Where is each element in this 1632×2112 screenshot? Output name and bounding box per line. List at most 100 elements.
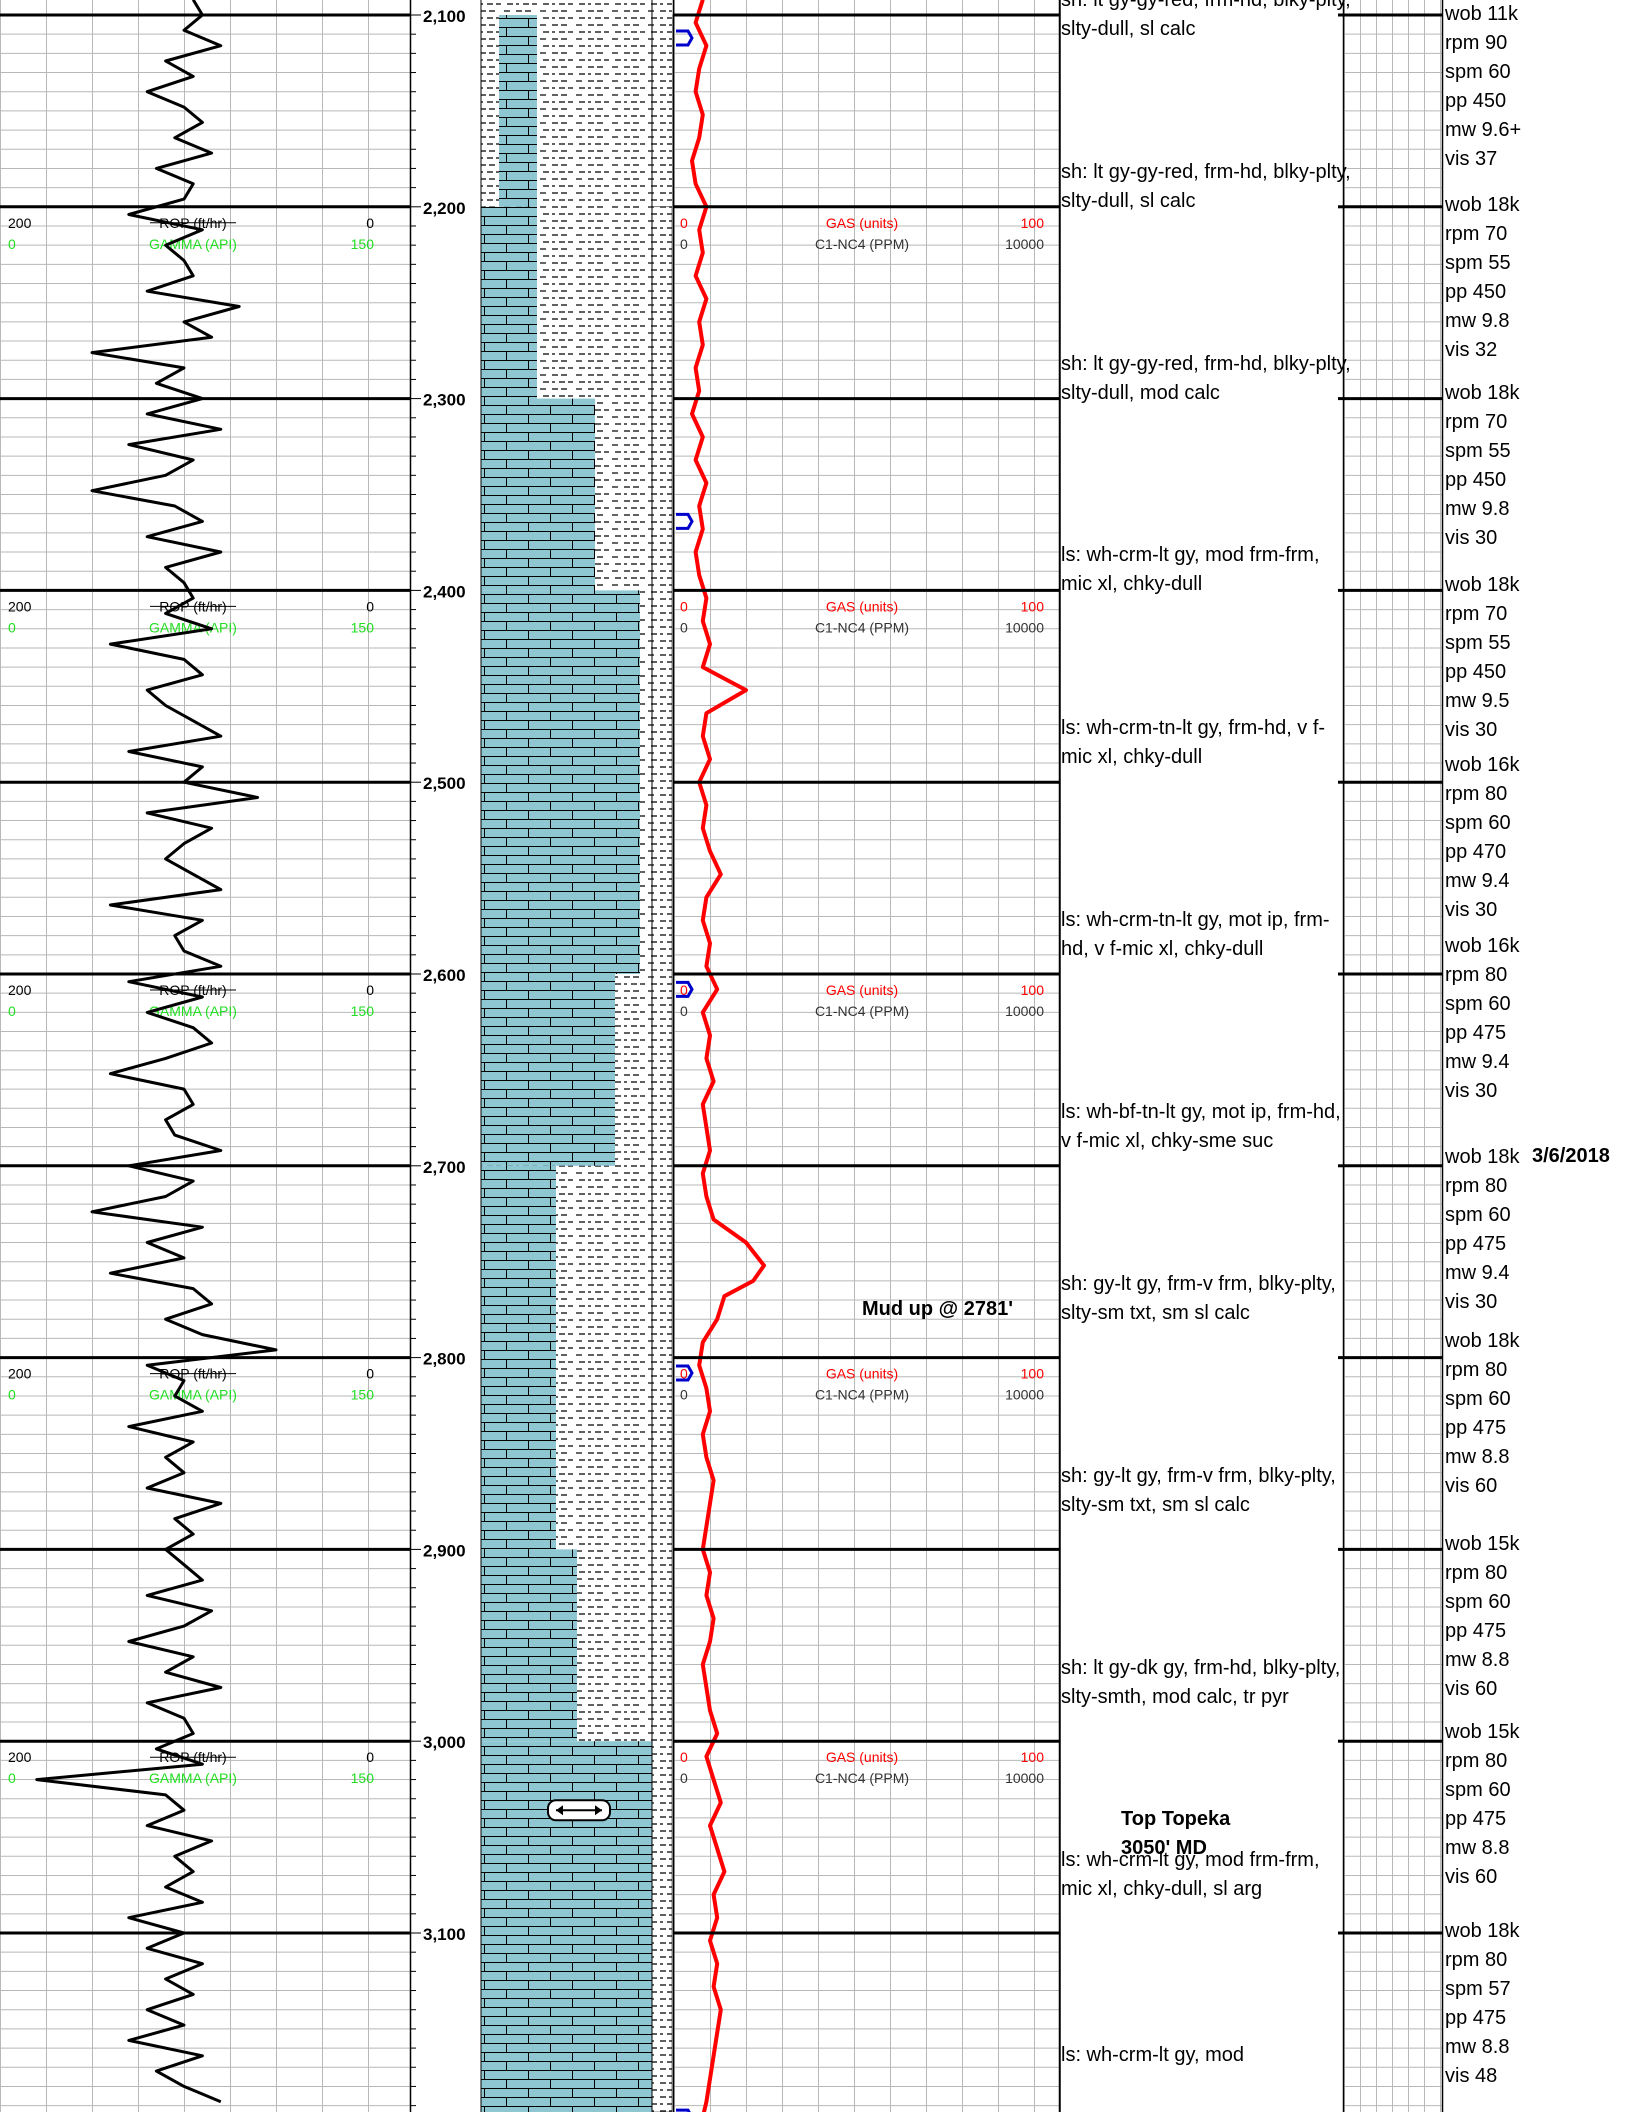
param-line: rpm 80 bbox=[1445, 1562, 1508, 1585]
gas-label: GAS (units) bbox=[826, 1366, 898, 1382]
depth-label: 2,300 bbox=[423, 391, 466, 410]
gas-scale-left: 0 bbox=[680, 215, 688, 231]
param-line: spm 60 bbox=[1445, 1779, 1511, 1802]
lithology-limestone bbox=[481, 1165, 556, 1550]
gas-scale-left: 0 bbox=[680, 1749, 688, 1765]
gas-scale-left: 0 bbox=[680, 598, 688, 614]
c1-scale-right: 10000 bbox=[1005, 1387, 1044, 1403]
param-line: pp 475 bbox=[1445, 2007, 1507, 2030]
c1-blip bbox=[676, 29, 694, 47]
gamma-scale-left: 0 bbox=[8, 1770, 16, 1786]
param-line: spm 55 bbox=[1445, 440, 1511, 463]
lithology-limestone bbox=[481, 974, 615, 1166]
rop-scale-right: 0 bbox=[366, 598, 374, 614]
drilling-params: wob 15k rpm 80 spm 60 pp 475 mw 8.8 vis 60 bbox=[1445, 1718, 1520, 1892]
param-line: mw 9.5 bbox=[1445, 690, 1510, 713]
drilling-params: wob 18k rpm 80 spm 57 pp 475 mw 8.8 vis 48 bbox=[1445, 1917, 1520, 2091]
c1-blip bbox=[676, 512, 694, 530]
lithology-limestone bbox=[481, 590, 640, 974]
param-line: wob 15k bbox=[1445, 1533, 1520, 1556]
param-line: wob 11k bbox=[1445, 2, 1519, 25]
param-line: pp 475 bbox=[1445, 1620, 1507, 1643]
description-text: ls: wh-bf-tn-lt gy, mot ip, frm-hd, v f-… bbox=[1061, 1100, 1341, 1152]
lithology-column bbox=[480, 0, 673, 2112]
rop-scale-left: 200 bbox=[8, 1366, 32, 1382]
param-line: rpm 90 bbox=[1445, 31, 1508, 54]
lithology-limestone bbox=[481, 206, 537, 399]
description-text: sh: gy-lt gy, frm-v frm, blky-plty, slty… bbox=[1061, 1273, 1336, 1325]
param-line: mw 9.4 bbox=[1445, 870, 1510, 893]
drilling-params: wob 16k rpm 80 spm 60 pp 475 mw 9.4 vis 30 bbox=[1445, 932, 1520, 1106]
param-line: vis 30 bbox=[1445, 1079, 1498, 1102]
param-line: spm 60 bbox=[1445, 992, 1511, 1015]
c1-scale-right: 10000 bbox=[1005, 1003, 1044, 1019]
param-line: rpm 70 bbox=[1445, 223, 1508, 246]
c1-blip bbox=[676, 1364, 694, 1382]
param-line: wob 18k bbox=[1445, 574, 1520, 597]
param-line: spm 60 bbox=[1445, 1203, 1511, 1226]
c1-label: C1-NC4 (PPM) bbox=[815, 1770, 909, 1786]
gamma-scale-left: 0 bbox=[8, 619, 16, 635]
param-line: vis 30 bbox=[1445, 1290, 1498, 1313]
c1-scale-right: 10000 bbox=[1005, 236, 1044, 252]
c1-label: C1-NC4 (PPM) bbox=[815, 236, 909, 252]
param-line: spm 57 bbox=[1445, 1978, 1511, 2001]
gamma-label: GAMMA (API) bbox=[149, 236, 237, 252]
c1-label: C1-NC4 (PPM) bbox=[815, 1003, 909, 1019]
c1-scale-right: 10000 bbox=[1005, 619, 1044, 635]
gamma-scale-right: 150 bbox=[351, 1387, 375, 1403]
lithology-narrow bbox=[651, 206, 673, 2112]
param-line: pp 450 bbox=[1445, 661, 1507, 684]
drilling-params: wob 18k rpm 70 spm 55 pp 450 mw 9.5 vis 30 bbox=[1445, 571, 1520, 745]
param-line: mw 9.4 bbox=[1445, 1261, 1510, 1284]
gas-scale-right: 100 bbox=[1021, 598, 1045, 614]
gas-label: GAS (units) bbox=[826, 982, 898, 998]
c1-scale-left: 0 bbox=[680, 1770, 688, 1786]
c1-label: C1-NC4 (PPM) bbox=[815, 619, 909, 635]
c1-blip bbox=[676, 980, 694, 998]
rop-scale-right: 0 bbox=[366, 1749, 374, 1765]
param-line: mw 9.6+ bbox=[1445, 118, 1522, 141]
param-line: wob 18k bbox=[1445, 194, 1520, 217]
depth-major-lines: 2,100 2,200 2,300 2,400 2,500 2,600 2,700 2,800… bbox=[0, 0, 1442, 2112]
lithology-limestone bbox=[481, 1549, 577, 1742]
rop-scale-left: 200 bbox=[8, 1749, 32, 1765]
c1-scale-left: 0 bbox=[680, 619, 688, 635]
drilling-params: wob 18k rpm 80 spm 60 pp 475 mw 8.8 vis 60 bbox=[1445, 1327, 1520, 1501]
param-line: vis 60 bbox=[1445, 1866, 1498, 1889]
param-line: rpm 70 bbox=[1445, 411, 1508, 434]
rop-curve bbox=[35, 0, 278, 2104]
param-line: vis 37 bbox=[1445, 147, 1498, 170]
param-line: mw 9.8 bbox=[1445, 310, 1510, 333]
param-line: pp 450 bbox=[1445, 89, 1507, 112]
top-topeka-depth: 3050' MD bbox=[1121, 1837, 1207, 1860]
lithology-limestone bbox=[481, 398, 595, 591]
mud-up-label: Mud up @ 2781' bbox=[862, 1298, 1013, 1321]
param-line: mw 8.8 bbox=[1445, 1649, 1510, 1672]
gas-scale-right: 100 bbox=[1021, 215, 1045, 231]
param-line: mw 8.8 bbox=[1445, 1837, 1510, 1860]
description-text: sh: lt gy-gy-red, frm-hd, blky-plty, slt… bbox=[1061, 0, 1351, 40]
depth-label: 2,400 bbox=[423, 582, 466, 601]
depth-label: 2,500 bbox=[423, 774, 466, 793]
description-text: sh: lt gy-gy-red, frm-hd, blky-plty, slt… bbox=[1061, 160, 1351, 212]
description-text: ls: wh-crm-lt gy, mod bbox=[1061, 2044, 1244, 2067]
param-line: spm 60 bbox=[1445, 60, 1511, 83]
param-line: mw 8.8 bbox=[1445, 2036, 1510, 2059]
param-line: vis 32 bbox=[1445, 339, 1498, 362]
param-line: rpm 80 bbox=[1445, 1174, 1508, 1197]
lithology-limestone bbox=[499, 15, 537, 207]
depth-label: 3,100 bbox=[423, 1925, 466, 1944]
gas-label: GAS (units) bbox=[826, 598, 898, 614]
param-line: rpm 80 bbox=[1445, 963, 1508, 986]
param-line: vis 60 bbox=[1445, 1474, 1498, 1497]
param-line: rpm 80 bbox=[1445, 1358, 1508, 1381]
gamma-scale-right: 150 bbox=[351, 619, 375, 635]
param-line: wob 16k bbox=[1445, 934, 1520, 957]
gas-scale-right: 100 bbox=[1021, 1749, 1045, 1765]
gas-scale-right: 100 bbox=[1021, 1366, 1045, 1382]
depth-label: 2,700 bbox=[423, 1158, 466, 1177]
param-line: wob 18k bbox=[1445, 1329, 1520, 1352]
